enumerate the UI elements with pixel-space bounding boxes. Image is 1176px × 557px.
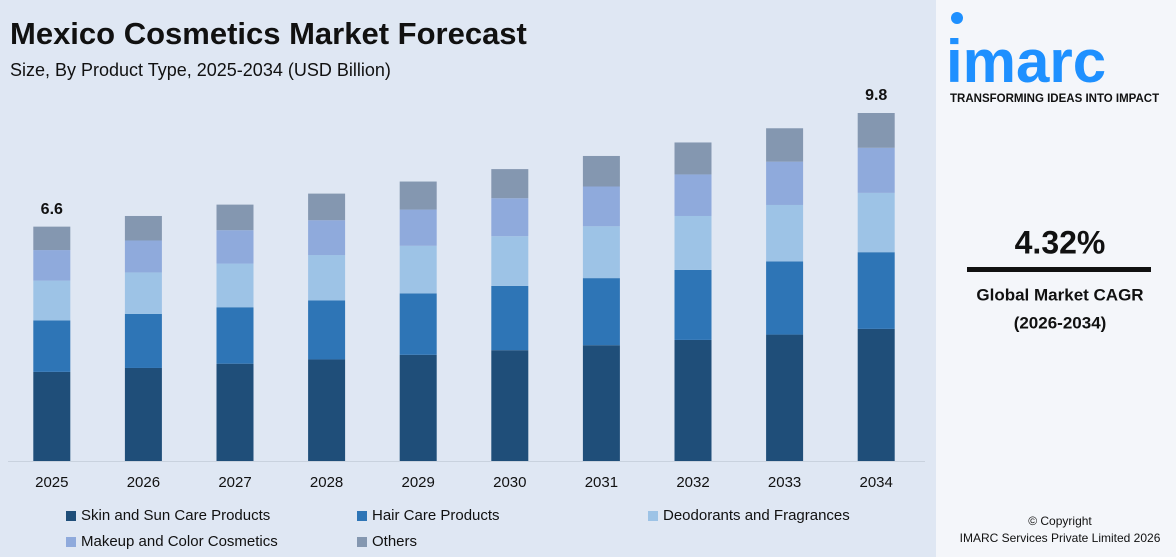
bar-segment [399, 245, 437, 294]
logo: imarc [946, 28, 1106, 95]
cagr-value: 4.32% [1015, 224, 1106, 260]
bar-segment [582, 155, 620, 187]
legend-label: Deodorants and Fragrances [663, 507, 850, 524]
bar-segment [33, 280, 71, 321]
legend-label: Others [372, 533, 417, 550]
side-panel [936, 0, 1176, 557]
x-tick-label: 2026 [127, 474, 160, 491]
bar-segment [308, 220, 346, 256]
legend-label: Makeup and Color Cosmetics [81, 533, 278, 550]
x-tick-label: 2028 [310, 474, 343, 491]
bar-segment [124, 313, 162, 368]
legend-swatch [66, 537, 76, 547]
total-label: 6.6 [41, 201, 63, 218]
bar-segment [33, 371, 71, 461]
bar-segment [216, 307, 254, 364]
tagline: TRANSFORMING IDEAS INTO IMPACT [950, 93, 1159, 105]
bar-segment [491, 198, 529, 237]
bar-segment [582, 226, 620, 279]
x-tick-label: 2027 [218, 474, 251, 491]
bar-segment [674, 174, 712, 216]
x-tick-label: 2031 [585, 474, 618, 491]
bar-segment [766, 128, 804, 162]
x-tick-label: 2032 [676, 474, 709, 491]
bar-segment [124, 272, 162, 314]
bar-segment [674, 215, 712, 270]
bar-segment [857, 328, 895, 461]
legend-swatch [357, 537, 367, 547]
bar-segment [766, 261, 804, 335]
x-tick-label: 2029 [402, 474, 435, 491]
bar-segment [582, 186, 620, 227]
x-tick-label: 2025 [35, 474, 68, 491]
bar-segment [124, 215, 162, 241]
bar-segment [399, 293, 437, 355]
bar-segment [674, 339, 712, 461]
bar-segment [674, 269, 712, 340]
cagr-period: (2026-2034) [1014, 313, 1107, 332]
company: IMARC Services Private Limited 2026 [960, 531, 1161, 545]
legend-swatch [66, 511, 76, 521]
bar-segment [308, 359, 346, 461]
bar-segment [766, 161, 804, 205]
total-label: 9.8 [865, 87, 887, 104]
bar-segment [216, 230, 254, 264]
chart-title: Mexico Cosmetics Market Forecast [10, 16, 527, 51]
bar-segment [124, 240, 162, 273]
cagr-rule [967, 267, 1151, 272]
bar-segment [308, 255, 346, 301]
bar-segment [674, 142, 712, 175]
bar-segment [582, 345, 620, 461]
bar-segment [33, 320, 71, 372]
legend-label: Skin and Sun Care Products [81, 507, 270, 524]
bar-segment [399, 209, 437, 246]
cagr-label: Global Market CAGR [976, 285, 1143, 304]
legend-swatch [357, 511, 367, 521]
bar-segment [216, 204, 254, 231]
bar-segment [33, 226, 71, 251]
bar-segment [766, 334, 804, 461]
logo-dot [951, 12, 963, 24]
bar-segment [857, 147, 895, 193]
x-tick-label: 2033 [768, 474, 801, 491]
x-tick-label: 2030 [493, 474, 526, 491]
bar-segment [216, 363, 254, 461]
legend-label: Hair Care Products [372, 507, 500, 524]
x-tick-label: 2034 [860, 474, 893, 491]
bar-segment [399, 354, 437, 461]
bar-segment [491, 169, 529, 199]
bar-segment [766, 204, 804, 262]
bar-segment [857, 192, 895, 253]
bar-segment [491, 285, 529, 351]
chart-subtitle: Size, By Product Type, 2025-2034 (USD Bi… [10, 60, 391, 80]
bar-segment [33, 250, 71, 281]
bar-segment [857, 113, 895, 148]
bar-segment [491, 350, 529, 461]
bar-segment [582, 278, 620, 346]
bar-segment [857, 252, 895, 329]
bar-segment [308, 193, 346, 221]
bar-segment [124, 367, 162, 461]
bar-segment [308, 300, 346, 360]
legend-swatch [648, 511, 658, 521]
bar-segment [399, 181, 437, 210]
copyright: © Copyright [1028, 514, 1092, 528]
bar-segment [491, 236, 529, 286]
bar-segment [216, 263, 254, 308]
